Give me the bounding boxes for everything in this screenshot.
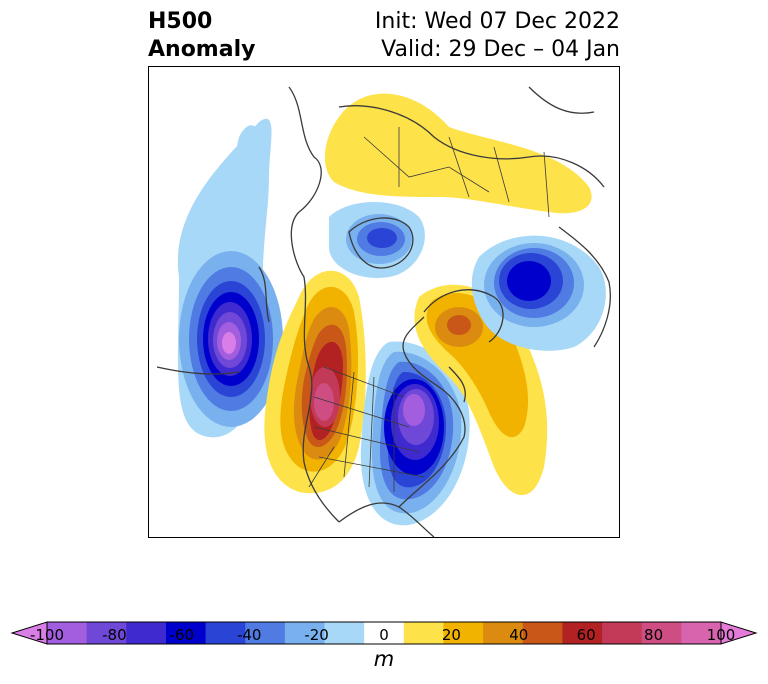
colorbar-bin — [205, 622, 246, 644]
colorbar-bin — [364, 622, 405, 644]
colorbar-tick-label: 80 — [644, 626, 664, 644]
title-field-name: H500 — [148, 9, 213, 34]
colorbar-tick-label: -40 — [236, 626, 262, 644]
colorbar-bin — [126, 622, 167, 644]
coastlines — [156, 86, 611, 537]
state-borders — [308, 127, 550, 492]
colorbar-bin — [602, 622, 643, 644]
colorbar-bin — [522, 622, 563, 644]
colorbar-bin — [284, 622, 326, 644]
colorbar-tick-label: -20 — [304, 626, 329, 644]
forecast-info: Init: Wed 07 Dec 2022 Valid: 29 Dec – 04… — [375, 8, 620, 64]
init-date: Init: Wed 07 Dec 2022 — [374, 9, 620, 34]
title-field-type: Anomaly — [148, 37, 256, 62]
colorbar-bin — [641, 622, 682, 644]
pacific-negative-anomaly — [177, 118, 283, 438]
map-title: H500 Anomaly — [148, 8, 255, 64]
colorbar-ticks: -100 -80 -60 -40 -20 0 20 40 60 80 100 — [0, 626, 768, 646]
colorbar-tick-label: -100 — [29, 626, 65, 644]
west-ridge-positive-anomaly — [264, 270, 366, 494]
colorbar-bin — [165, 622, 207, 644]
arctic-positive-anomaly — [324, 93, 592, 214]
colorbar-outline — [46, 621, 722, 645]
colorbar-unit: m — [373, 647, 395, 671]
east-trough-negative-anomaly — [360, 341, 470, 526]
siberian-negative-anomaly — [471, 235, 606, 351]
colorbar-tick-label: 0 — [379, 626, 389, 644]
colorbar-bin — [443, 622, 484, 644]
map-canvas — [156, 86, 611, 537]
colorbar-tick-label: 100 — [706, 626, 736, 644]
colorbar-bin — [681, 622, 722, 644]
colorbar-bin — [483, 622, 524, 644]
colorbar-bin — [403, 622, 444, 644]
colorbar-bin — [86, 622, 127, 644]
colorbar-bin — [47, 622, 88, 644]
colorbar-tick-label: 60 — [576, 626, 596, 644]
anomaly-map — [148, 66, 620, 538]
colorbar-bin — [324, 622, 365, 644]
colorbar-bin — [562, 622, 603, 644]
colorbar-tick-label: -60 — [169, 626, 195, 644]
colorbar-tick-label: -80 — [102, 626, 127, 644]
colorbar-tick-label: 20 — [441, 626, 461, 644]
valid-range: Valid: 29 Dec – 04 Jan — [381, 37, 620, 62]
colorbar — [10, 621, 758, 645]
colorbar-tick-label: 40 — [509, 626, 529, 644]
hudson-negative-anomaly — [329, 202, 425, 278]
colorbar-bin — [245, 622, 286, 644]
